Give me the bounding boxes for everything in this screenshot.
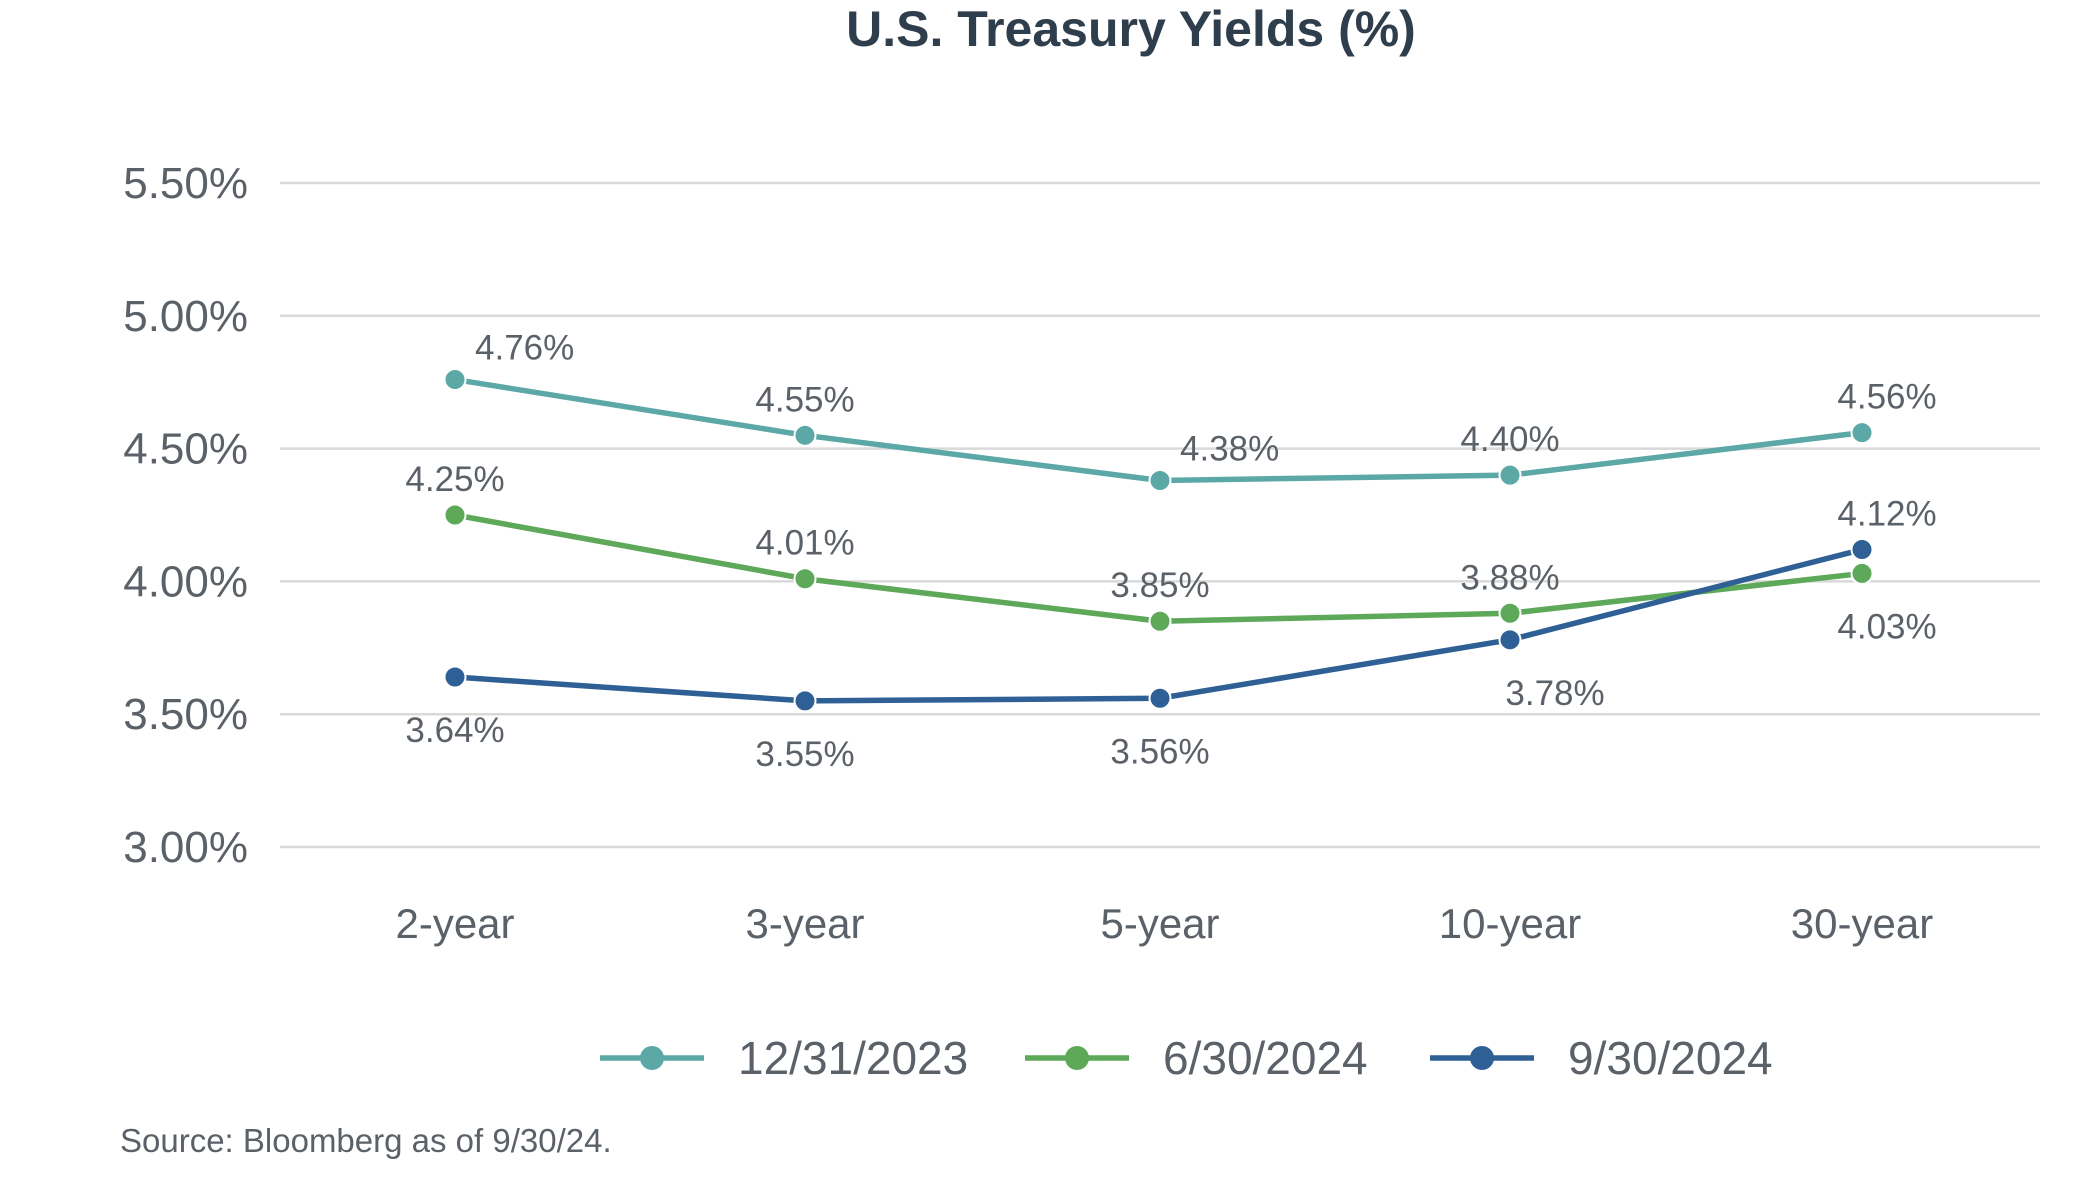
y-tick-label: 5.50%: [123, 159, 248, 208]
data-label: 4.25%: [405, 460, 504, 499]
legend-marker: [640, 1046, 664, 1070]
series-1: [443, 368, 1874, 492]
data-point: [793, 567, 817, 591]
y-axis-tick-labels: 3.00% 3.50% 4.00% 4.50% 5.00% 5.50%: [123, 159, 248, 872]
data-point: [1498, 628, 1522, 652]
legend-item-3: 9/30/2024: [1430, 1032, 1773, 1084]
data-label: 3.78%: [1505, 674, 1604, 713]
x-tick-label: 30-year: [1791, 900, 1933, 947]
data-point: [1850, 421, 1874, 445]
data-point: [793, 423, 817, 447]
y-tick-label: 3.50%: [123, 690, 248, 739]
data-label: 4.76%: [475, 329, 574, 368]
data-point: [1850, 538, 1874, 562]
gridlines: [280, 181, 2040, 849]
x-tick-label: 2-year: [395, 900, 514, 947]
data-point: [1148, 468, 1172, 492]
chart-title: U.S. Treasury Yields (%): [846, 1, 1416, 57]
data-point: [793, 689, 817, 713]
legend-marker: [1470, 1046, 1494, 1070]
data-label: 3.55%: [755, 735, 854, 774]
legend-label: 9/30/2024: [1568, 1032, 1773, 1084]
legend-marker: [1065, 1046, 1089, 1070]
data-label: 3.56%: [1110, 732, 1209, 771]
data-point: [1850, 561, 1874, 585]
legend: 12/31/2023 6/30/2024 9/30/2024: [600, 1032, 1773, 1084]
data-point: [1148, 686, 1172, 710]
legend-label: 6/30/2024: [1163, 1032, 1368, 1084]
data-label: 4.03%: [1837, 607, 1936, 646]
series-line: [452, 376, 1865, 484]
series-2: [443, 503, 1874, 633]
y-tick-label: 4.00%: [123, 557, 248, 606]
data-point: [443, 368, 467, 392]
data-label: 4.01%: [755, 524, 854, 563]
source-note: Source: Bloomberg as of 9/30/24.: [120, 1122, 612, 1159]
legend-label: 12/31/2023: [738, 1032, 968, 1084]
data-label: 4.12%: [1837, 495, 1936, 534]
legend-item-1: 12/31/2023: [600, 1032, 968, 1084]
data-label: 4.55%: [755, 380, 854, 419]
data-label: 4.40%: [1460, 420, 1559, 459]
data-label: 3.85%: [1110, 566, 1209, 605]
y-tick-label: 4.50%: [123, 425, 248, 474]
data-point: [443, 503, 467, 527]
data-point: [1148, 609, 1172, 633]
y-tick-label: 5.00%: [123, 292, 248, 341]
data-point: [1498, 601, 1522, 625]
data-label: 3.64%: [405, 711, 504, 750]
data-label: 4.38%: [1180, 429, 1279, 468]
x-tick-label: 3-year: [745, 900, 864, 947]
data-label: 4.56%: [1837, 378, 1936, 417]
legend-item-2: 6/30/2024: [1025, 1032, 1368, 1084]
x-tick-label: 10-year: [1439, 900, 1581, 947]
data-point: [443, 665, 467, 689]
y-tick-label: 3.00%: [123, 823, 248, 872]
data-labels: 4.76% 4.55% 4.38% 4.40% 4.56% 4.25% 4.01% 3.85%…: [405, 329, 1936, 774]
series-lines: [443, 368, 1874, 713]
x-tick-label: 5-year: [1100, 900, 1219, 947]
x-axis-tick-labels: 2-year 3-year 5-year 10-year 30-year: [395, 900, 1933, 947]
data-label: 3.88%: [1460, 558, 1559, 597]
data-point: [1498, 463, 1522, 487]
series-3: [443, 538, 1874, 713]
